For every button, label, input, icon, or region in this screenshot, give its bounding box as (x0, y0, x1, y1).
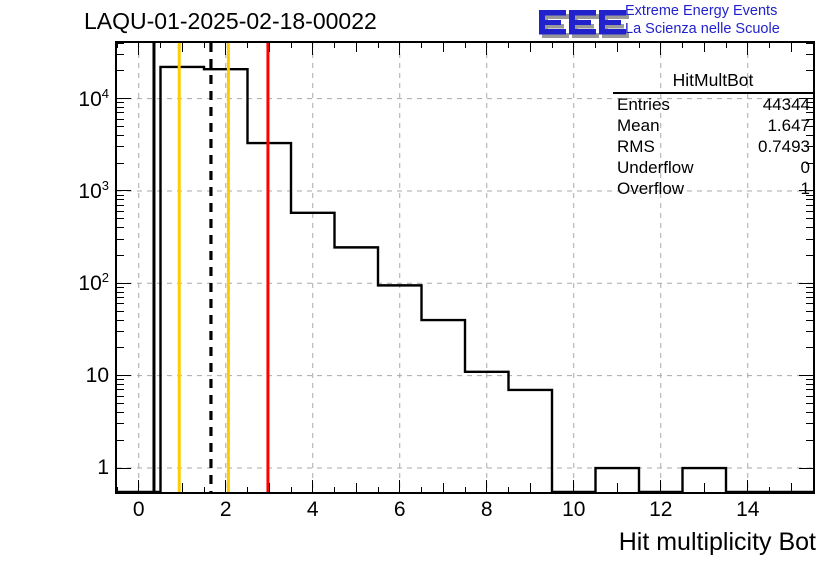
y-axis-tick-label: 102 (78, 270, 109, 296)
stats-row: Mean 1.647 (613, 115, 813, 136)
stats-row: Underflow 0 (613, 157, 813, 178)
x-axis-tick-label: 0 (132, 498, 145, 521)
eee-logo-line2: La Scienza nelle Scuole (625, 20, 780, 37)
stats-row: RMS 0.7493 (613, 136, 813, 157)
eee-logo-line1: Extreme Energy Events (625, 3, 778, 19)
x-axis-tick-label: 12 (649, 498, 673, 521)
stats-row-value: 0.7493 (758, 137, 810, 156)
plot-area (117, 43, 813, 492)
stats-row-value: 44344 (762, 95, 810, 114)
stats-row-label: Overflow (617, 179, 685, 198)
stats-row-value: 1 (800, 179, 810, 198)
stats-row-label: RMS (617, 137, 655, 156)
x-axis-tick-label: 6 (393, 498, 406, 521)
stats-row-label: Underflow (617, 158, 694, 177)
x-axis-tick-label: 2 (219, 498, 232, 521)
histogram-outline (117, 65, 813, 492)
y-axis-tick-label: 103 (78, 177, 109, 203)
x-axis-tick-label: 8 (480, 498, 493, 521)
eee-logo: Extreme Energy Events La Scienza nelle S… (537, 2, 836, 42)
y-axis-tick-label: 1 (97, 456, 109, 480)
stats-box: HitMultBot Entries 44344 Mean 1.647 RMS 0.749… (613, 70, 813, 199)
stats-row-value: 1.647 (767, 116, 810, 135)
page-title: LAQU-01-2025-02-18-00022 (84, 8, 377, 34)
stats-row-label: Mean (617, 116, 660, 135)
x-axis-tick-label: 14 (736, 498, 760, 521)
stats-row-label: Entries (617, 95, 670, 114)
eee-logo-text: Extreme Energy Events La Scienza nelle S… (625, 3, 780, 38)
x-axis-title: Hit multiplicity Bot (618, 528, 816, 556)
histogram-svg (117, 43, 813, 492)
eee-logo-mark (539, 10, 629, 38)
x-axis-tick-label: 10 (562, 498, 586, 521)
stats-rows: Entries 44344 Mean 1.647 RMS 0.7493 Underflow 0… (613, 94, 813, 199)
y-axis-tick-label: 104 (78, 85, 109, 111)
stats-title: HitMultBot (613, 70, 813, 94)
stats-row: Entries 44344 (613, 94, 813, 115)
x-axis-tick-label: 4 (306, 498, 319, 521)
plot-frame (115, 41, 815, 494)
y-axis-tick-label: 10 (85, 363, 109, 387)
stats-row-value: 0 (800, 158, 810, 177)
stats-row: Overflow 1 (613, 178, 813, 199)
